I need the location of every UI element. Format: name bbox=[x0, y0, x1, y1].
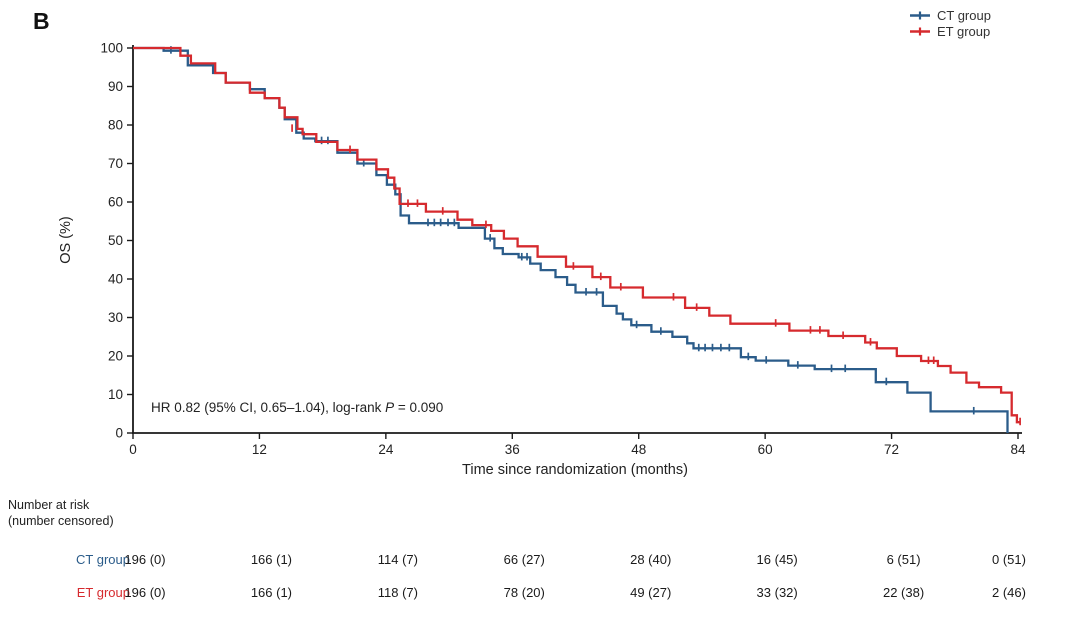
risk-value: 196 (0) bbox=[124, 585, 166, 600]
risk-value: 166 (1) bbox=[250, 552, 293, 567]
panel-label: B bbox=[33, 8, 50, 34]
x-tick-label: 60 bbox=[758, 442, 773, 457]
risk-value: 6 (51) bbox=[886, 552, 921, 567]
x-tick-label: 72 bbox=[884, 442, 899, 457]
legend-label-et: ET group bbox=[937, 24, 991, 39]
risk-table-header-line1: Number at risk bbox=[8, 498, 90, 512]
y-axis-title: OS (%) bbox=[58, 216, 74, 264]
risk-value: 22 (38) bbox=[882, 585, 925, 600]
km-plot-area: 0 10 20 30 40 50 60 70 80 90 100 0 12 24 36 48 60 72 84 bbox=[100, 41, 1026, 458]
risk-value: 0 (51) bbox=[992, 552, 1026, 567]
y-tick-label: 20 bbox=[108, 349, 123, 364]
risk-value: 16 (45) bbox=[756, 552, 798, 567]
x-tick-label: 84 bbox=[1010, 442, 1026, 457]
risk-value: 49 (27) bbox=[630, 585, 672, 600]
x-tick-label: 24 bbox=[378, 442, 394, 457]
risk-value: 166 (1) bbox=[250, 585, 293, 600]
x-tick-label: 12 bbox=[252, 442, 267, 457]
legend-label-ct: CT group bbox=[937, 8, 991, 23]
risk-table-header-line2: (number censored) bbox=[8, 514, 114, 528]
y-tick-label: 60 bbox=[108, 195, 123, 210]
risk-row-label-ct: CT group bbox=[76, 552, 130, 567]
x-tick-label: 48 bbox=[631, 442, 646, 457]
legend-row-et: ET group bbox=[908, 24, 991, 39]
hr-annotation-suffix: = 0.090 bbox=[394, 400, 444, 415]
legend: CT group ET group bbox=[908, 8, 991, 39]
et-line-marker-icon bbox=[910, 27, 930, 36]
legend-row-ct: CT group bbox=[908, 8, 991, 23]
p-symbol: P bbox=[385, 400, 395, 415]
y-tick-label: 100 bbox=[100, 41, 123, 56]
risk-value: 66 (27) bbox=[503, 552, 545, 567]
risk-value: 33 (32) bbox=[756, 585, 798, 600]
x-tick-label: 0 bbox=[129, 442, 137, 457]
y-tick-label: 90 bbox=[108, 79, 123, 94]
risk-value: 196 (0) bbox=[124, 552, 166, 567]
risk-value: 114 (7) bbox=[377, 552, 418, 567]
x-axis-title: Time since randomization (months) bbox=[462, 462, 688, 478]
y-tick-label: 40 bbox=[108, 272, 123, 287]
y-tick-label: 70 bbox=[108, 156, 123, 171]
y-tick-label: 80 bbox=[108, 118, 123, 133]
risk-table-header: Number at risk (number censored) bbox=[8, 497, 114, 529]
risk-value: 118 (7) bbox=[377, 585, 418, 600]
risk-value: 78 (20) bbox=[503, 585, 545, 600]
ct-line-marker-icon bbox=[910, 11, 930, 20]
risk-row-label-et: ET group bbox=[76, 585, 130, 600]
et-survival-curve bbox=[133, 46, 1021, 424]
y-tick-label: 30 bbox=[108, 310, 123, 325]
ct-survival-curve bbox=[133, 46, 1009, 433]
y-tick-label: 10 bbox=[108, 387, 123, 402]
y-tick-label: 50 bbox=[108, 233, 123, 248]
x-tick-label: 36 bbox=[505, 442, 520, 457]
hr-annotation-prefix: HR 0.82 (95% CI, 0.65–1.04), log-rank bbox=[151, 400, 386, 415]
y-tick-label: 0 bbox=[115, 426, 123, 441]
hr-annotation: HR 0.82 (95% CI, 0.65–1.04), log-rank P … bbox=[151, 400, 443, 415]
risk-value: 2 (46) bbox=[992, 585, 1026, 600]
risk-value: 28 (40) bbox=[630, 552, 672, 567]
